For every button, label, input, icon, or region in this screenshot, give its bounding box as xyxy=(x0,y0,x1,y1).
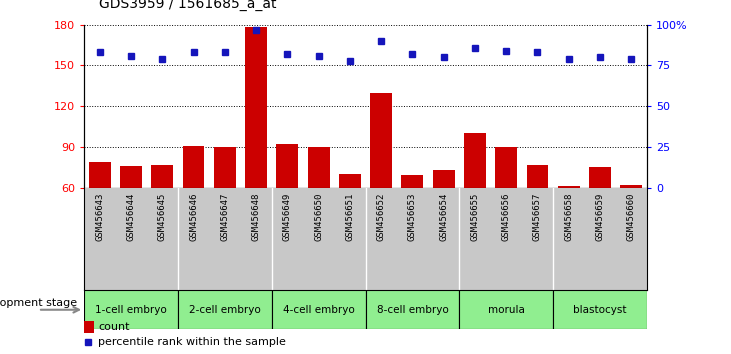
Bar xyxy=(272,290,366,329)
Text: blastocyst: blastocyst xyxy=(573,305,626,315)
Bar xyxy=(308,147,330,269)
Text: GSM456659: GSM456659 xyxy=(596,193,605,241)
Text: GSM456656: GSM456656 xyxy=(501,193,511,241)
Text: GDS3959 / 1561685_a_at: GDS3959 / 1561685_a_at xyxy=(99,0,276,11)
Text: GSM456657: GSM456657 xyxy=(533,193,542,241)
Bar xyxy=(84,290,178,329)
Text: GSM456651: GSM456651 xyxy=(345,193,355,241)
Text: GSM456647: GSM456647 xyxy=(220,193,230,241)
Text: GSM456646: GSM456646 xyxy=(189,193,198,241)
Bar xyxy=(88,162,110,269)
Bar xyxy=(621,185,643,269)
Bar xyxy=(178,290,272,329)
Bar xyxy=(464,133,486,269)
Text: GSM456645: GSM456645 xyxy=(158,193,167,241)
Bar xyxy=(151,165,173,269)
Text: GSM456650: GSM456650 xyxy=(314,193,323,241)
Bar xyxy=(401,176,423,269)
Bar xyxy=(120,166,142,269)
Text: count: count xyxy=(98,322,129,332)
Text: percentile rank within the sample: percentile rank within the sample xyxy=(98,337,286,348)
Text: morula: morula xyxy=(488,305,525,315)
Bar xyxy=(84,321,94,333)
Bar xyxy=(589,167,611,269)
Bar xyxy=(558,186,580,269)
Bar xyxy=(214,147,235,269)
Text: 1-cell embryo: 1-cell embryo xyxy=(95,305,167,315)
Text: GSM456654: GSM456654 xyxy=(439,193,448,241)
Bar xyxy=(459,290,553,329)
Bar xyxy=(276,144,298,269)
Bar xyxy=(433,170,455,269)
Bar xyxy=(183,145,205,269)
Text: GSM456644: GSM456644 xyxy=(126,193,135,241)
Text: GSM456655: GSM456655 xyxy=(471,193,480,241)
Text: development stage: development stage xyxy=(0,298,77,308)
Bar xyxy=(496,147,517,269)
Bar xyxy=(553,290,647,329)
Text: GSM456648: GSM456648 xyxy=(251,193,260,241)
Text: GSM456643: GSM456643 xyxy=(95,193,105,241)
Text: GSM456660: GSM456660 xyxy=(626,193,636,241)
Text: 4-cell embryo: 4-cell embryo xyxy=(283,305,355,315)
Text: GSM456653: GSM456653 xyxy=(408,193,417,241)
Text: GSM456658: GSM456658 xyxy=(564,193,573,241)
Bar xyxy=(526,165,548,269)
Text: GSM456649: GSM456649 xyxy=(283,193,292,241)
Text: 8-cell embryo: 8-cell embryo xyxy=(376,305,448,315)
Bar xyxy=(245,28,267,269)
Text: 2-cell embryo: 2-cell embryo xyxy=(189,305,261,315)
Text: GSM456652: GSM456652 xyxy=(376,193,386,241)
Bar xyxy=(366,290,459,329)
Bar xyxy=(339,174,361,269)
Bar xyxy=(370,93,392,269)
